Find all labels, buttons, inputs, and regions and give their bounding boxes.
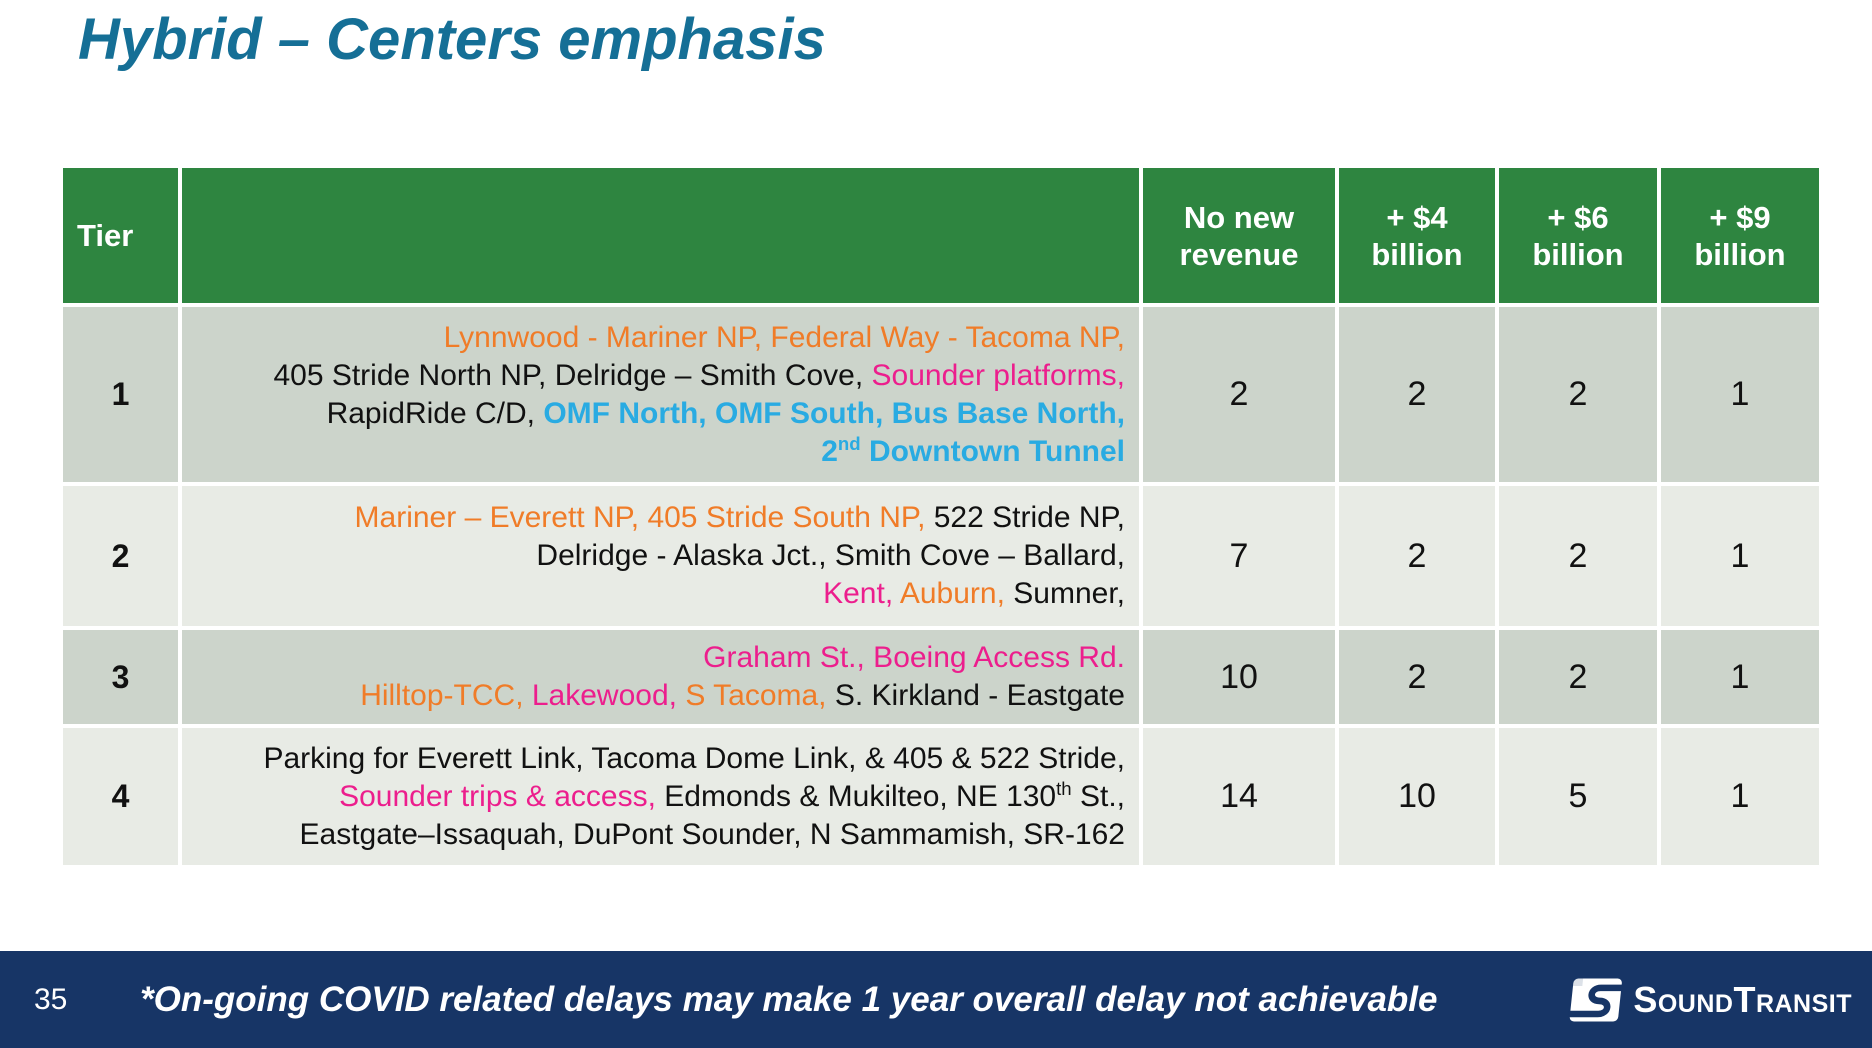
- column-header-value-0: No new revenue: [1143, 168, 1335, 303]
- project-count: 2: [1499, 486, 1657, 626]
- project-count: 1: [1661, 630, 1819, 724]
- project-line: Mariner – Everett NP, 405 Stride South N…: [354, 501, 1125, 534]
- column-header-value-2: + $6 billion: [1499, 168, 1657, 303]
- footer-bar: 35 *On-going COVID related delays may ma…: [0, 951, 1872, 1048]
- project-list: Mariner – Everett NP, 405 Stride South N…: [182, 486, 1139, 626]
- project-line: Delridge - Alaska Jct., Smith Cove – Bal…: [536, 539, 1125, 572]
- project-line: Sounder trips & access, Edmonds & Mukilt…: [339, 777, 1125, 813]
- sound-transit-wordmark: SOUNDTRANSIT: [1633, 978, 1852, 1020]
- footnote-text: *On-going COVID related delays may make …: [140, 979, 1438, 1019]
- project-count: 14: [1143, 728, 1335, 865]
- project-count: 2: [1499, 307, 1657, 482]
- project-list: Parking for Everett Link, Tacoma Dome Li…: [182, 728, 1139, 865]
- project-line: Hilltop-TCC, Lakewood, S Tacoma, S. Kirk…: [360, 679, 1125, 712]
- slide-title: Hybrid – Centers emphasis: [78, 7, 826, 72]
- project-list: Lynnwood - Mariner NP, Federal Way - Tac…: [182, 307, 1139, 482]
- project-count: 10: [1339, 728, 1495, 865]
- project-count: 2: [1143, 307, 1335, 482]
- project-count: 5: [1499, 728, 1657, 865]
- project-line: RapidRide C/D, OMF North, OMF South, Bus…: [326, 396, 1125, 430]
- tier-number: 4: [63, 728, 178, 865]
- project-count: 1: [1661, 728, 1819, 865]
- tier-number: 2: [63, 486, 178, 626]
- tier-number: 1: [63, 307, 178, 482]
- column-header-value-1: + $4 billion: [1339, 168, 1495, 303]
- project-line: Parking for Everett Link, Tacoma Dome Li…: [263, 741, 1125, 775]
- project-line: Graham St., Boeing Access Rd.: [703, 641, 1125, 674]
- project-line: Lynnwood - Mariner NP, Federal Way - Tac…: [443, 320, 1125, 354]
- sound-transit-mark-icon: [1567, 972, 1624, 1028]
- tier-number: 3: [63, 630, 178, 724]
- column-header-tier: Tier: [63, 168, 178, 303]
- project-count: 10: [1143, 630, 1335, 724]
- project-count: 1: [1661, 307, 1819, 482]
- tier-table: Tier No new revenue + $4 billion + $6 billion…: [63, 168, 1819, 865]
- project-list: Graham St., Boeing Access Rd. Hilltop-TCC…: [182, 630, 1139, 724]
- project-line: 405 Stride North NP, Delridge – Smith Co…: [273, 358, 1125, 392]
- project-line: Eastgate–Issaquah, DuPont Sounder, N Sam…: [299, 817, 1125, 851]
- project-count: 7: [1143, 486, 1335, 626]
- project-line: Kent, Auburn, Sumner,: [823, 577, 1125, 610]
- page-number: 35: [34, 982, 68, 1016]
- sound-transit-logo: SOUNDTRANSIT: [1567, 951, 1852, 1048]
- column-header-value-3: + $9 billion: [1661, 168, 1819, 303]
- project-count: 1: [1661, 486, 1819, 626]
- project-count: 2: [1339, 630, 1495, 724]
- project-count: 2: [1339, 307, 1495, 482]
- project-count: 2: [1499, 630, 1657, 724]
- project-line: 2nd Downtown Tunnel: [821, 432, 1125, 468]
- project-count: 2: [1339, 486, 1495, 626]
- column-header-projects: [182, 168, 1139, 303]
